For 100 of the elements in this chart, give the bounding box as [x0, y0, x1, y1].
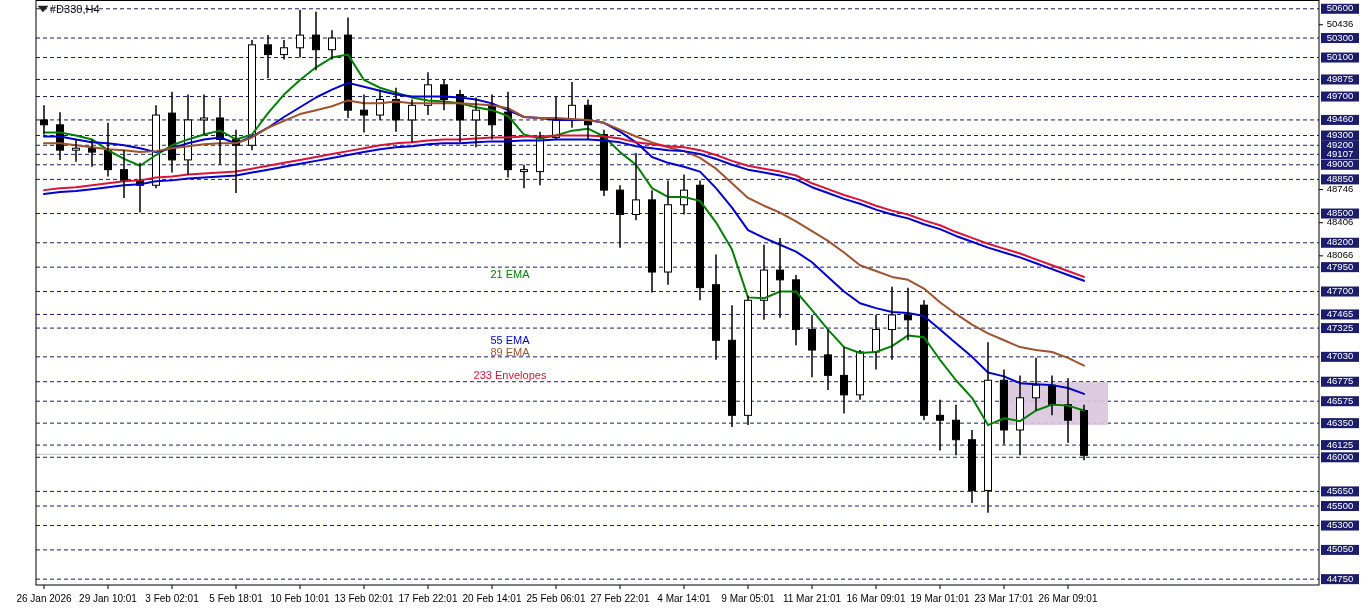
candlestick — [104, 122, 112, 178]
candlestick — [72, 138, 80, 163]
candlestick — [616, 184, 624, 249]
ref-line-label: 48200 — [1326, 236, 1354, 248]
x-tick-label: 26 Mar 09:01 — [1038, 592, 1098, 604]
ref-line-label: 47325 — [1326, 321, 1354, 333]
ref-line-label: 49875 — [1326, 72, 1354, 84]
ref-line-label: 47030 — [1326, 350, 1354, 362]
x-tick-label: 25 Feb 06:01 — [526, 592, 586, 604]
x-tick-label: 10 Feb 10:01 — [270, 592, 330, 604]
candlestick — [888, 285, 896, 361]
candlestick — [312, 10, 320, 71]
x-tick-label: 9 Mar 05:01 — [721, 592, 776, 604]
ref-line-label: 48500 — [1326, 207, 1354, 219]
text: 21 EMA — [490, 267, 531, 280]
ref-line-label: 47465 — [1326, 307, 1354, 319]
candlestick — [120, 149, 128, 199]
ref-line-label: 47950 — [1326, 260, 1354, 272]
ref-line-label: 44750 — [1326, 572, 1354, 584]
ref-line-label: 48850 — [1326, 172, 1354, 184]
ref-line-label: 49200 — [1326, 138, 1354, 150]
x-tick-label: 17 Feb 22:01 — [398, 592, 458, 604]
ref-line-label: 50600 — [1326, 2, 1354, 14]
x-tick-label: 13 Feb 02:01 — [334, 592, 394, 604]
candlestick — [264, 34, 272, 79]
x-tick-label: 3 Feb 02:01 — [145, 592, 200, 604]
line-series — [43, 53, 1085, 427]
candlestick — [280, 39, 288, 61]
text: 55 EMA — [490, 333, 531, 346]
candlestick — [872, 314, 880, 371]
ref-line-label: 45300 — [1326, 519, 1354, 531]
ref-line-label: 47700 — [1326, 285, 1354, 297]
ref-line-label: 49700 — [1326, 90, 1354, 102]
x-tick-label: 19 Mar 01:01 — [910, 592, 970, 604]
ref-line-label: 50300 — [1326, 31, 1354, 43]
candlestick — [712, 253, 720, 361]
candlestick — [600, 128, 608, 197]
candlestick — [88, 138, 96, 168]
candlestick — [1080, 403, 1088, 461]
x-tick-label: 4 Mar 14:01 — [657, 592, 712, 604]
candlestick — [40, 104, 48, 136]
y-tick-label: 48406 — [1326, 216, 1354, 228]
candlestick — [248, 39, 256, 151]
candlestick — [760, 243, 768, 321]
x-tick-label: 5 Feb 18:01 — [209, 592, 264, 604]
candlestick — [904, 286, 912, 342]
text: 89 EMA — [490, 345, 531, 358]
candlestick — [344, 16, 352, 119]
candlestick — [744, 294, 752, 426]
candlestick — [168, 90, 176, 174]
y-tick-label: 50436 — [1326, 18, 1354, 30]
ref-line-label: 45500 — [1326, 499, 1354, 511]
x-tick-label: 16 Mar 09:01 — [846, 592, 906, 604]
candlestick — [1016, 374, 1024, 457]
candlestick — [392, 87, 400, 133]
x-tick-label: 11 Mar 21:01 — [782, 592, 842, 604]
candlestick — [792, 274, 800, 346]
candlestick — [856, 349, 864, 401]
candlestick — [696, 179, 704, 302]
candlestick — [952, 403, 960, 457]
x-tick-label: 29 Jan 10:01 — [79, 592, 138, 604]
x-tick-label: 23 Mar 17:01 — [974, 592, 1034, 604]
ref-line-label: 49107 — [1326, 147, 1354, 159]
candlestick — [328, 29, 336, 61]
candlestick — [776, 237, 784, 319]
candlestick — [728, 304, 736, 428]
candlestick — [520, 164, 528, 189]
candlestick — [648, 189, 656, 294]
ref-line-label: 45050 — [1326, 543, 1354, 555]
candlestick — [1000, 368, 1008, 446]
candlestick — [968, 429, 976, 504]
candlestick — [408, 98, 416, 144]
candlestick — [840, 346, 848, 415]
candlestick — [632, 152, 640, 222]
candlestick — [472, 96, 480, 148]
ref-line-label: 46775 — [1326, 375, 1354, 387]
y-tick-label: 48066 — [1326, 249, 1354, 261]
candlestick — [360, 93, 368, 134]
candlestick — [1032, 357, 1040, 412]
ref-line-label: 46125 — [1326, 438, 1354, 450]
text: 233 Envelopes — [473, 368, 547, 381]
ref-line-label: 46575 — [1326, 394, 1354, 406]
ref-line-label: 49000 — [1326, 158, 1354, 170]
x-tick-label: 27 Feb 22:01 — [590, 592, 650, 604]
ref-line-label: 50100 — [1326, 51, 1354, 63]
ref-line-label: 46000 — [1326, 450, 1354, 462]
candlestick — [296, 9, 304, 59]
candlestick — [808, 314, 816, 379]
y-tick-label: 48746 — [1326, 183, 1354, 195]
candlestick — [824, 328, 832, 391]
candlestick — [200, 93, 208, 136]
candlestick — [920, 299, 928, 421]
candlestick — [984, 341, 992, 514]
candlestick — [664, 179, 672, 286]
ref-line-label: 49460 — [1326, 113, 1354, 125]
chart-title: #D330,H4 — [50, 2, 100, 15]
ref-line-label: 46350 — [1326, 416, 1354, 428]
ref-line-label: 45650 — [1326, 484, 1354, 496]
ref-line-label: 49300 — [1326, 129, 1354, 141]
x-tick-label: 26 Jan 2026 — [16, 592, 72, 604]
